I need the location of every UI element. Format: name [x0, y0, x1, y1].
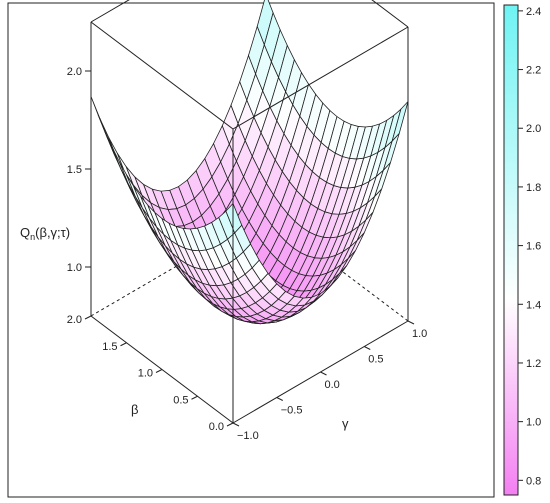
box-top-edge — [371, 0, 409, 28]
gamma-tick — [364, 346, 371, 350]
beta-tick-label: 1.0 — [138, 368, 153, 380]
colorbar-tick-label: 1.0 — [526, 417, 541, 429]
colorbar-tick-label: 2.0 — [526, 123, 541, 135]
gamma-tick — [276, 397, 283, 401]
plot-frame — [7, 2, 495, 498]
surface-facet — [225, 202, 243, 234]
gamma-axis: −1.0 −0.5 0.0 0.5 1.0 — [232, 320, 427, 442]
colorbar-tick-label: 1.8 — [526, 182, 541, 194]
beta-tick — [155, 369, 163, 373]
gamma-tick-label: −1.0 — [237, 430, 259, 442]
z-axis-title-args: (β,γ;τ) — [35, 225, 70, 240]
beta-tick — [226, 422, 234, 427]
z-tick-label: 1.0 — [67, 262, 82, 274]
gamma-tick-label: 0.5 — [368, 354, 383, 366]
colorbar — [503, 4, 519, 496]
surface-mesh — [90, 0, 409, 325]
z-tick-label: 1.5 — [67, 164, 82, 176]
gamma-axis-title: γ — [342, 416, 349, 431]
colorbar-ticks: 0.8 1.0 1.2 1.4 1.6 1.8 2.0 2.2 2.4 — [518, 6, 541, 487]
beta-tick — [191, 395, 198, 400]
gamma-tick — [407, 320, 415, 325]
box-top-edge — [90, 0, 130, 23]
colorbar-tick-label: 0.8 — [526, 475, 541, 487]
surface-facet — [116, 152, 134, 186]
colorbar-tick-label: 2.2 — [526, 65, 541, 77]
beta-tick-label: 0.5 — [173, 394, 188, 406]
colorbar-tick-label: 1.2 — [526, 358, 541, 370]
gamma-tick-label: 1.0 — [412, 328, 427, 340]
beta-tick — [84, 315, 92, 320]
z-tick-label: 2.0 — [67, 66, 82, 78]
z-axis-title-main: Q — [20, 225, 30, 240]
colorbar-tick-label: 1.6 — [526, 241, 541, 253]
surface-facet — [391, 101, 409, 142]
gamma-tick-label: −0.5 — [281, 405, 303, 417]
colorbar-tick-label: 1.4 — [526, 299, 541, 311]
z-axis-title: Qn(β,γ;τ) — [20, 225, 70, 242]
beta-tick-label: 2.0 — [67, 314, 82, 326]
z-axis-title-sub: n — [30, 232, 35, 242]
beta-tick-label: 1.5 — [102, 341, 117, 353]
gamma-tick — [320, 371, 327, 376]
gamma-tick-label: 0.0 — [325, 379, 340, 391]
beta-tick-label: 0.0 — [209, 421, 224, 433]
beta-axis-title: β — [131, 402, 138, 417]
beta-tick — [120, 342, 127, 347]
box-top-edge — [90, 21, 234, 130]
z-axis: 1.0 1.5 2.0 — [67, 66, 91, 274]
gamma-tick — [232, 422, 240, 427]
beta-axis: 0.0 0.5 1.0 1.5 2.0 — [67, 314, 234, 433]
colorbar-tick-label: 2.4 — [526, 6, 541, 18]
box-top-edge — [232, 26, 409, 130]
